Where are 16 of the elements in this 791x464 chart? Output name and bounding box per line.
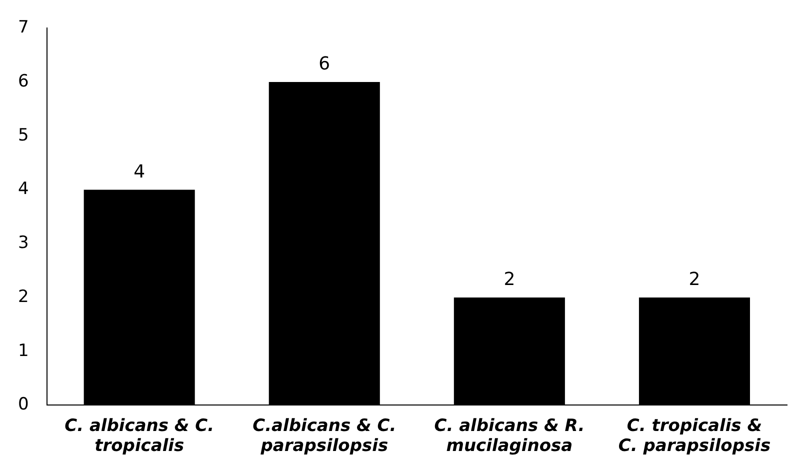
data-label: 6 [318, 54, 330, 75]
y-tick-label: 2 [18, 286, 29, 307]
data-label: 4 [134, 161, 146, 182]
x-tick-label: C. albicans & C. tropicalis [64, 416, 214, 456]
y-tick-label: 1 [18, 340, 29, 361]
y-tick-label: 0 [18, 394, 29, 415]
y-tick-label: 6 [18, 71, 29, 92]
x-tick-label: C.albicans & C. parapsilopsis [252, 416, 396, 456]
x-tick-label: C. albicans & R. mucilaginosa [434, 416, 585, 456]
data-label: 2 [688, 269, 700, 290]
y-tick-label: 7 [18, 18, 29, 38]
x-tick-label: C. tropicalis & C. parapsilopsis [618, 416, 771, 456]
y-tick-label: 5 [18, 125, 29, 146]
y-tick-label: 4 [18, 179, 29, 200]
y-tick-label: 3 [18, 233, 29, 254]
data-label: 2 [504, 269, 516, 290]
